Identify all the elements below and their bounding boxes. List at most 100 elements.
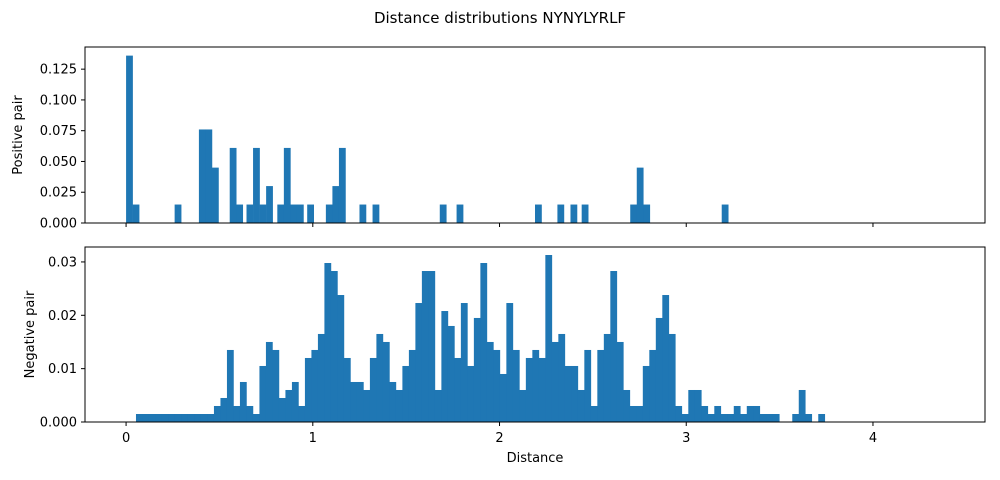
- negative-pair-bar: [434, 389, 442, 422]
- negative-pair-bar: [610, 271, 618, 422]
- negative-pair-bar: [408, 349, 416, 422]
- negative-pair-bar: [636, 405, 644, 422]
- positive-y-tick-label: 0.075: [40, 124, 77, 139]
- negative-y-tick-label: 0.03: [48, 255, 77, 270]
- negative-pair-bar: [447, 325, 455, 422]
- positive-pair-bar: [372, 204, 380, 223]
- negative-pair-bar: [545, 255, 553, 422]
- positive-pair-bar: [535, 204, 542, 223]
- negative-pair-bar: [818, 414, 826, 422]
- negative-pair-bar: [590, 405, 598, 422]
- positive-pair-bar: [721, 204, 729, 223]
- positive-pair-bar: [229, 147, 237, 223]
- negative-pair-bar: [415, 303, 423, 422]
- negative-pair-bar: [324, 263, 332, 422]
- negative-pair-bar: [493, 349, 501, 422]
- negative-pair-bar: [142, 414, 150, 422]
- x-axis-label: Distance: [507, 451, 564, 466]
- negative-pair-bar: [317, 333, 325, 422]
- negative-pair-ylabel: Negative pair: [23, 290, 38, 378]
- negative-pair-bar: [428, 271, 436, 422]
- negative-pair-bar: [753, 405, 761, 422]
- negative-pair-bar: [727, 414, 735, 422]
- negative-pair-bar: [148, 414, 156, 422]
- positive-pair-bar: [198, 129, 206, 223]
- negative-pair-bar: [499, 373, 507, 422]
- positive-pair-bar: [246, 204, 254, 223]
- negative-pair-bar: [519, 389, 527, 422]
- positive-pair-bar: [630, 204, 638, 223]
- negative-pair-bar: [402, 365, 410, 422]
- positive-pair-bar: [236, 204, 244, 223]
- negative-pair-bar: [265, 341, 273, 422]
- negative-pair-bar: [395, 389, 403, 422]
- negative-pair-bar: [259, 365, 267, 422]
- positive-pair-bar: [581, 204, 589, 223]
- negative-pair-bar: [564, 365, 572, 422]
- negative-pair-bar: [746, 405, 754, 422]
- negative-pair-bar: [135, 414, 143, 422]
- positive-pair-bar: [132, 204, 140, 223]
- negative-pair-bar: [226, 349, 234, 422]
- negative-pair-bar: [577, 389, 585, 422]
- negative-y-tick-label: 0.01: [48, 362, 77, 377]
- positive-y-tick-label: 0.000: [40, 217, 77, 232]
- negative-pair-bar: [252, 414, 260, 422]
- positive-pair-bar: [205, 129, 213, 223]
- negative-pair-bar: [194, 414, 202, 422]
- negative-y-tick-label: 0.02: [48, 309, 77, 324]
- negative-pair-bar: [285, 389, 293, 422]
- negative-y-tick-label: 0.000: [40, 416, 77, 431]
- positive-pair-bar: [557, 204, 565, 223]
- positive-y-tick-label: 0.025: [40, 186, 77, 201]
- negative-pair-bar: [382, 341, 390, 422]
- negative-pair-bar: [623, 389, 631, 422]
- negative-pair-axes-frame: [84, 246, 986, 423]
- negative-pair-bar: [694, 389, 702, 422]
- negative-pair-bar: [454, 357, 462, 422]
- positive-pair-bar: [332, 186, 340, 223]
- negative-pair-bar: [532, 349, 540, 422]
- negative-pair-bar: [759, 414, 767, 422]
- figure-title: Distance distributions NYNYLYRLF: [374, 9, 626, 27]
- negative-pair-bar: [168, 414, 176, 422]
- negative-pair-bar: [525, 357, 533, 422]
- negative-pair-bar: [538, 357, 546, 422]
- negative-x-tick-label: 2: [495, 431, 503, 446]
- positive-pair-ticks: 0.000 0.025 0.050 0.075 0.100 0.125: [40, 63, 874, 232]
- negative-pair-bar: [304, 357, 312, 422]
- negative-pair-bar: [772, 414, 780, 422]
- negative-pair-bar: [278, 397, 286, 422]
- positive-pair-bar: [211, 167, 219, 223]
- negative-pair-bar: [649, 349, 657, 422]
- negative-pair-bar: [486, 341, 494, 422]
- positive-pair-bar: [253, 147, 260, 223]
- negative-pair-bar: [343, 357, 351, 422]
- positive-pair-bars: [126, 55, 729, 224]
- negative-pair-bar: [558, 333, 566, 422]
- negative-pair-bar: [298, 405, 306, 422]
- negative-pair-bar: [805, 414, 813, 422]
- negative-pair-bar: [655, 317, 663, 422]
- positive-y-tick-label: 0.100: [40, 93, 77, 108]
- negative-pair-ticks: 0 1 2 3 4 0.000 0.01 0.02 0.03: [40, 255, 877, 446]
- negative-pair-bar: [512, 349, 520, 422]
- positive-pair-panel: 0.000 0.025 0.050 0.075 0.100 0.125 Positive …: [11, 46, 986, 232]
- negative-pair-bar: [389, 381, 397, 422]
- negative-pair-bar: [155, 414, 163, 422]
- positive-y-tick-label: 0.125: [40, 63, 77, 78]
- positive-pair-bar: [283, 147, 291, 223]
- positive-pair-bar: [643, 204, 651, 223]
- positive-pair-bar: [266, 186, 273, 223]
- negative-pair-bar: [311, 349, 319, 422]
- negative-pair-bar: [506, 303, 514, 422]
- negative-pair-bar: [766, 414, 774, 422]
- negative-pair-bar: [668, 333, 676, 422]
- negative-pair-bar: [207, 414, 215, 422]
- negative-pair-bar: [213, 405, 221, 422]
- negative-pair-bar: [369, 357, 377, 422]
- negative-pair-bar: [792, 414, 800, 422]
- negative-pair-bar: [603, 333, 611, 422]
